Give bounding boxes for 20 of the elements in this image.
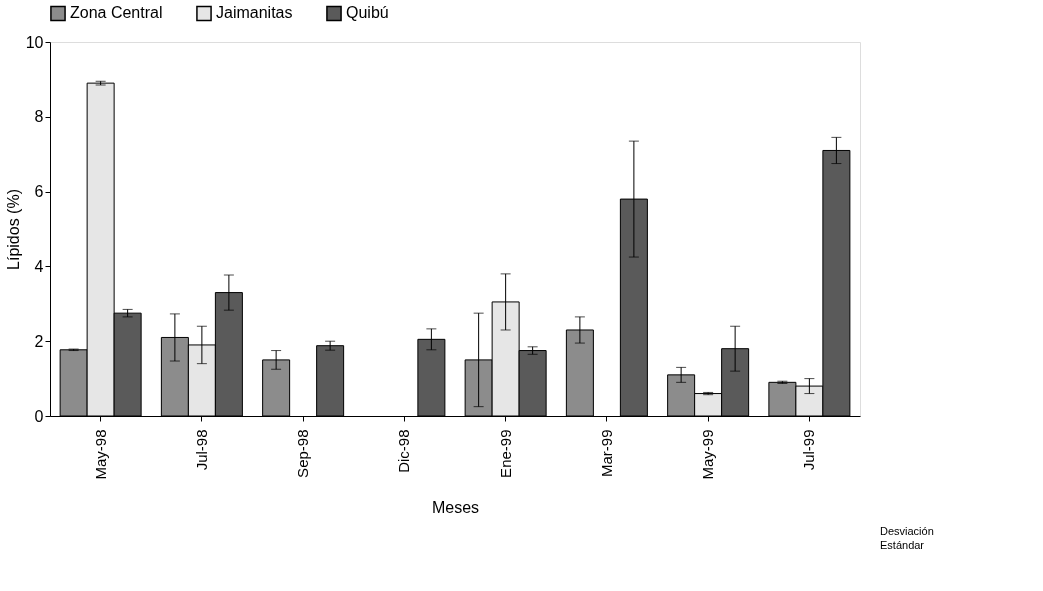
y-tick-label: 2	[34, 332, 44, 350]
y-tick-label: 8	[34, 108, 44, 126]
legend-label: Jaimanitas	[216, 4, 293, 22]
x-tick-label: Mar-99	[597, 429, 615, 478]
x-tick-label: May-99	[699, 429, 717, 480]
y-axis-title: Lípidos (%)	[4, 189, 22, 270]
x-tick-label: Ene-99	[496, 429, 514, 478]
x-tick-label: Dic-98	[395, 429, 413, 473]
x-tick-label: Sep-98	[294, 429, 312, 478]
x-tick-label: May-98	[91, 429, 109, 480]
y-tick-label: 6	[34, 183, 44, 201]
x-tick-label: Jul-98	[192, 429, 210, 471]
y-tick-label: 4	[34, 257, 44, 275]
text: Desviación Estándar	[880, 525, 934, 551]
y-tick-label: 0	[34, 407, 44, 425]
y-tick-label: 10	[25, 33, 44, 51]
x-axis-title: Meses	[431, 498, 480, 516]
x-tick-label: Jul-99	[800, 429, 818, 471]
legend-label: Zona Central	[70, 4, 163, 22]
legend-label: Quibú	[346, 4, 389, 22]
